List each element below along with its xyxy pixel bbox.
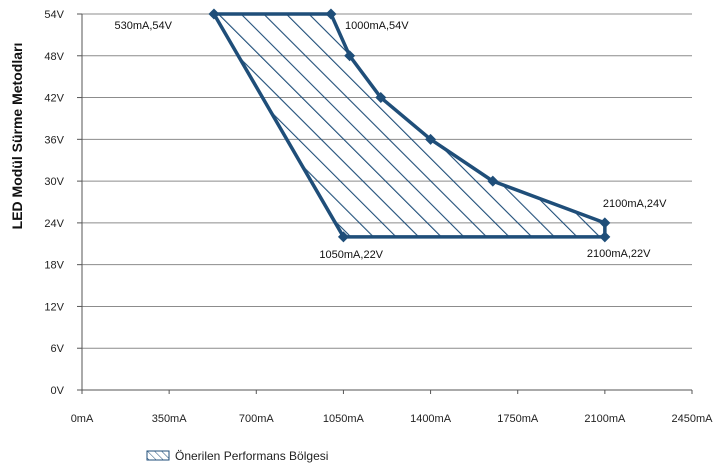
data-point (325, 8, 337, 20)
y-tick-label: 6V (51, 343, 65, 355)
x-tick-label: 1050mA (323, 413, 365, 425)
data-point (487, 175, 499, 187)
legend-label: Önerilen Performans Bölgesi (175, 449, 328, 463)
y-tick-label: 0V (51, 385, 65, 397)
data-point (425, 133, 437, 145)
x-tick-label: 700mA (239, 413, 275, 425)
y-tick-label: 18V (44, 260, 64, 272)
performance-region (212, 12, 607, 239)
point-annotation: 2100mA,24V (603, 198, 667, 210)
y-tick-label: 48V (44, 51, 64, 63)
axes: 0V 6V 12V 18V 24V 30V 36V 42V 48V 54V 0mA 350mA 700m… (44, 9, 713, 425)
x-tick-label: 350mA (152, 413, 188, 425)
y-tick-label: 12V (44, 301, 64, 313)
x-tick-label: 2450mA (672, 413, 714, 425)
y-tick-label: 42V (44, 93, 64, 105)
point-annotation: 1000mA,54V (345, 20, 409, 32)
annotations: 530mA,54V 1000mA,54V 2100mA,24V 2100mA,22V 1… (114, 20, 667, 261)
y-axis-label: LED Modül Sürme Metodları (9, 43, 25, 230)
x-tick-label: 1400mA (410, 413, 452, 425)
data-point (599, 217, 611, 229)
point-annotation: 530mA,54V (114, 20, 172, 32)
data-point (599, 231, 611, 243)
legend: Önerilen Performans Bölgesi (146, 449, 328, 463)
point-annotation: 1050mA,22V (319, 249, 383, 261)
x-tick-label: 1750mA (497, 413, 539, 425)
data-point (208, 8, 220, 20)
legend-swatch (146, 450, 170, 461)
x-tick-label: 0mA (71, 413, 94, 425)
data-point (337, 231, 349, 243)
plot-area (208, 8, 611, 243)
y-tick-label: 36V (44, 134, 64, 146)
y-tick-label: 30V (44, 176, 64, 188)
y-tick-label: 54V (44, 9, 64, 21)
point-annotation: 2100mA,22V (587, 248, 651, 260)
x-tick-label: 2100mA (584, 413, 626, 425)
data-point (344, 50, 356, 62)
data-point (375, 92, 387, 104)
y-tick-label: 24V (44, 218, 64, 230)
